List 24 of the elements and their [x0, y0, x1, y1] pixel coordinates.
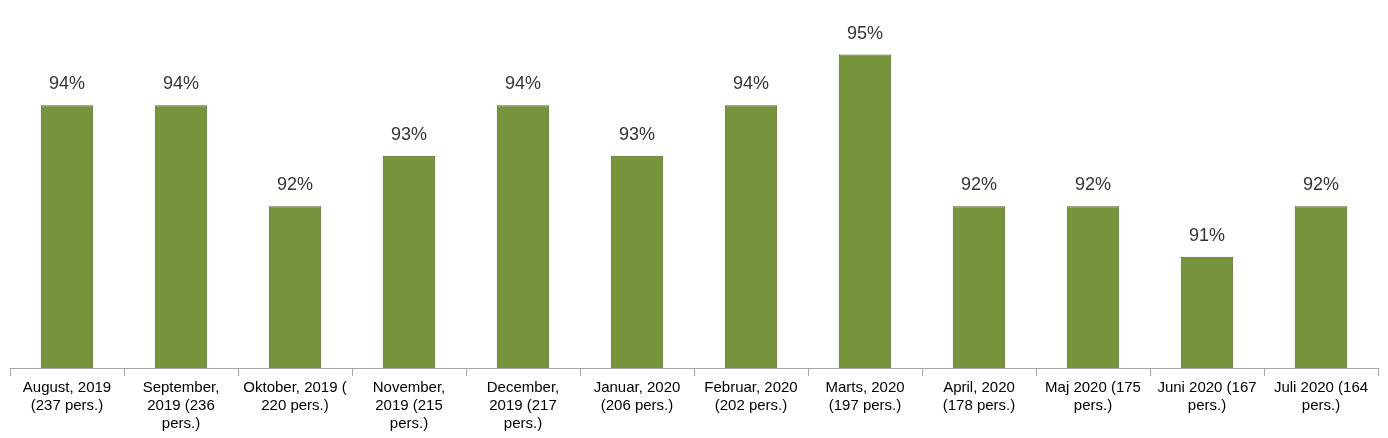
x-tick-label: December, 2019 (217 pers.) [486, 378, 560, 432]
x-tick-label: September, 2019 (236 pers.) [142, 378, 220, 432]
data-label: 93% [390, 123, 428, 144]
x-tick-label: August, 2019 (237 pers.) [22, 378, 112, 414]
x-tick-label: Oktober, 2019 ( 220 pers.) [243, 378, 347, 414]
data-label: 94% [162, 73, 200, 94]
data-label: 93% [618, 123, 656, 144]
data-label: 92% [276, 174, 314, 195]
x-tick-label: April, 2020 (178 pers.) [942, 378, 1016, 414]
data-label: 91% [1188, 224, 1226, 245]
data-label: 92% [960, 174, 998, 195]
data-label: 94% [504, 73, 542, 94]
x-tick-label: November, 2019 (215 pers.) [372, 378, 446, 432]
data-label: 92% [1302, 174, 1340, 195]
data-label: 94% [48, 73, 86, 94]
data-label: 95% [846, 22, 884, 43]
x-tick-label: Marts, 2020 (197 pers.) [825, 378, 905, 414]
x-tick-label: Juni 2020 (167 pers.) [1157, 378, 1257, 414]
x-tick-label: Februar, 2020 (202 pers.) [704, 378, 798, 414]
x-tick-label: Januar, 2020 (206 pers.) [593, 378, 681, 414]
data-label: 94% [732, 73, 770, 94]
x-tick-label: Maj 2020 (175 pers.) [1045, 378, 1141, 414]
x-tick-label: Juli 2020 (164 pers.) [1273, 378, 1369, 414]
data-label: 92% [1074, 174, 1112, 195]
